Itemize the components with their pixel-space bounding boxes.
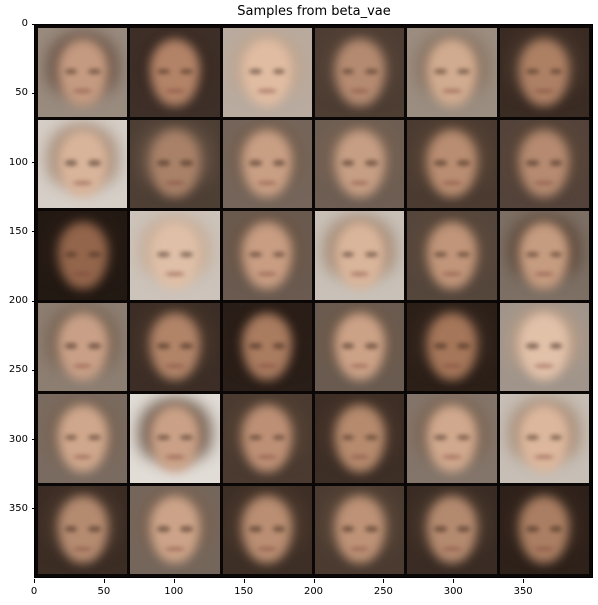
sample-image-grid bbox=[34, 24, 593, 578]
sample-face-image bbox=[130, 394, 220, 483]
sample-face-image bbox=[38, 302, 128, 391]
x-tick-label: 250 bbox=[368, 579, 398, 597]
x-tick-label: 50 bbox=[89, 579, 119, 597]
sample-face-image bbox=[499, 28, 589, 117]
sample-face-image bbox=[130, 211, 220, 300]
x-tick-label: 350 bbox=[508, 579, 538, 597]
sample-face-image bbox=[315, 302, 405, 391]
x-tick-label: 0 bbox=[19, 579, 49, 597]
sample-face-image bbox=[315, 485, 405, 574]
sample-face-image bbox=[499, 119, 589, 208]
figure-title: Samples from beta_vae bbox=[237, 4, 391, 19]
x-tick-label: 200 bbox=[299, 579, 329, 597]
sample-face-image bbox=[499, 394, 589, 483]
sample-face-image bbox=[38, 119, 128, 208]
sample-face-image bbox=[130, 485, 220, 574]
y-tick-label: 100 bbox=[4, 157, 36, 168]
x-tick-label: 100 bbox=[159, 579, 189, 597]
x-tick-label: 150 bbox=[229, 579, 259, 597]
sample-face-image bbox=[222, 28, 312, 117]
sample-face-image bbox=[222, 302, 312, 391]
sample-face-image bbox=[315, 28, 405, 117]
sample-face-image bbox=[407, 28, 497, 117]
y-tick-label: 200 bbox=[4, 295, 36, 306]
sample-face-image bbox=[38, 394, 128, 483]
sample-face-image bbox=[407, 302, 497, 391]
sample-face-image bbox=[499, 211, 589, 300]
sample-face-image bbox=[315, 394, 405, 483]
sample-face-image bbox=[222, 394, 312, 483]
sample-face-image bbox=[499, 485, 589, 574]
y-tick-label: 150 bbox=[4, 226, 36, 237]
sample-face-image bbox=[38, 485, 128, 574]
sample-face-image bbox=[222, 485, 312, 574]
y-tick-label: 0 bbox=[4, 18, 36, 29]
sample-face-image bbox=[222, 211, 312, 300]
sample-face-image bbox=[222, 119, 312, 208]
sample-face-image bbox=[407, 394, 497, 483]
x-tick-label: 300 bbox=[438, 579, 468, 597]
sample-face-image bbox=[407, 211, 497, 300]
sample-face-image bbox=[315, 119, 405, 208]
y-tick-label: 350 bbox=[4, 503, 36, 514]
sample-face-image bbox=[130, 119, 220, 208]
y-tick-label: 300 bbox=[4, 434, 36, 445]
y-tick-label: 50 bbox=[4, 87, 36, 98]
sample-face-image bbox=[38, 28, 128, 117]
sample-face-image bbox=[130, 302, 220, 391]
sample-face-image bbox=[38, 211, 128, 300]
sample-face-image bbox=[315, 211, 405, 300]
sample-face-image bbox=[130, 28, 220, 117]
sample-face-image bbox=[499, 302, 589, 391]
sample-face-image bbox=[407, 119, 497, 208]
sample-face-image bbox=[407, 485, 497, 574]
y-tick-label: 250 bbox=[4, 364, 36, 375]
